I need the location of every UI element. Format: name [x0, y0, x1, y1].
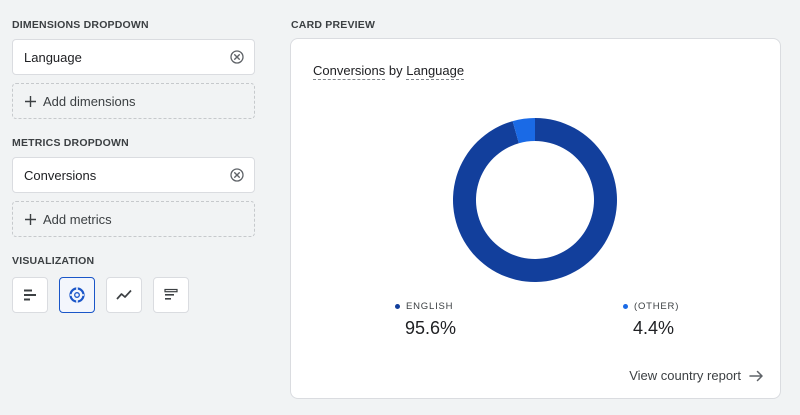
metric-select[interactable]: Conversions	[12, 157, 255, 193]
legend-label: (OTHER)	[634, 301, 680, 312]
plus-icon	[25, 213, 36, 225]
card-title: Conversions by Language	[313, 63, 465, 80]
legend-item-other: (OTHER) 4.4%	[623, 301, 679, 339]
legend-dot	[623, 304, 628, 309]
viz-bar-chart-button[interactable]	[12, 277, 48, 313]
viz-table-button[interactable]	[153, 277, 189, 313]
card-title-metric[interactable]: Conversions	[313, 63, 386, 80]
add-dimensions-label: Add dimensions	[43, 93, 136, 109]
legend-dot	[395, 304, 400, 309]
legend-label: ENGLISH	[406, 301, 454, 312]
add-metrics-label: Add metrics	[43, 211, 112, 227]
legend-value: 4.4%	[633, 318, 675, 338]
dimensions-dropdown-label: DIMENSIONS DROPDOWN	[12, 19, 149, 31]
dimension-select[interactable]: Language	[12, 39, 255, 75]
preview-card: Conversions by Language ENGLISH 95.6% (O…	[290, 38, 781, 399]
view-country-report-label: View country report	[629, 368, 741, 383]
donut-slice-english[interactable]	[453, 118, 617, 282]
view-country-report-link[interactable]: View country report	[629, 368, 764, 383]
metric-select-value: Conversions	[24, 167, 97, 183]
dimension-select-value: Language	[24, 49, 82, 65]
card-preview-label: CARD PREVIEW	[291, 19, 376, 31]
metrics-dropdown-label: METRICS DROPDOWN	[12, 137, 129, 149]
plus-icon	[25, 95, 36, 107]
card-title-by: by	[388, 63, 403, 78]
visualization-label: VISUALIZATION	[12, 255, 95, 267]
add-metrics-button[interactable]: Add metrics	[12, 201, 255, 237]
clear-dimension-icon[interactable]	[230, 50, 244, 64]
viz-donut-chart-button[interactable]	[59, 277, 95, 313]
add-dimensions-button[interactable]: Add dimensions	[12, 83, 255, 119]
horizontal-bar-chart-icon	[24, 289, 36, 301]
table-chart-icon	[164, 288, 178, 300]
clear-metric-icon[interactable]	[230, 168, 244, 182]
donut-chart	[453, 118, 617, 282]
viz-line-chart-button[interactable]	[106, 277, 142, 313]
arrow-right-icon	[749, 370, 763, 381]
donut-chart-icon	[69, 287, 85, 303]
legend-value: 95.6%	[405, 318, 457, 338]
card-title-dimension[interactable]: Language	[406, 63, 465, 80]
legend-item-english: ENGLISH 95.6%	[395, 301, 456, 339]
line-chart-icon	[116, 289, 132, 300]
donut-slice-other[interactable]	[512, 118, 535, 144]
